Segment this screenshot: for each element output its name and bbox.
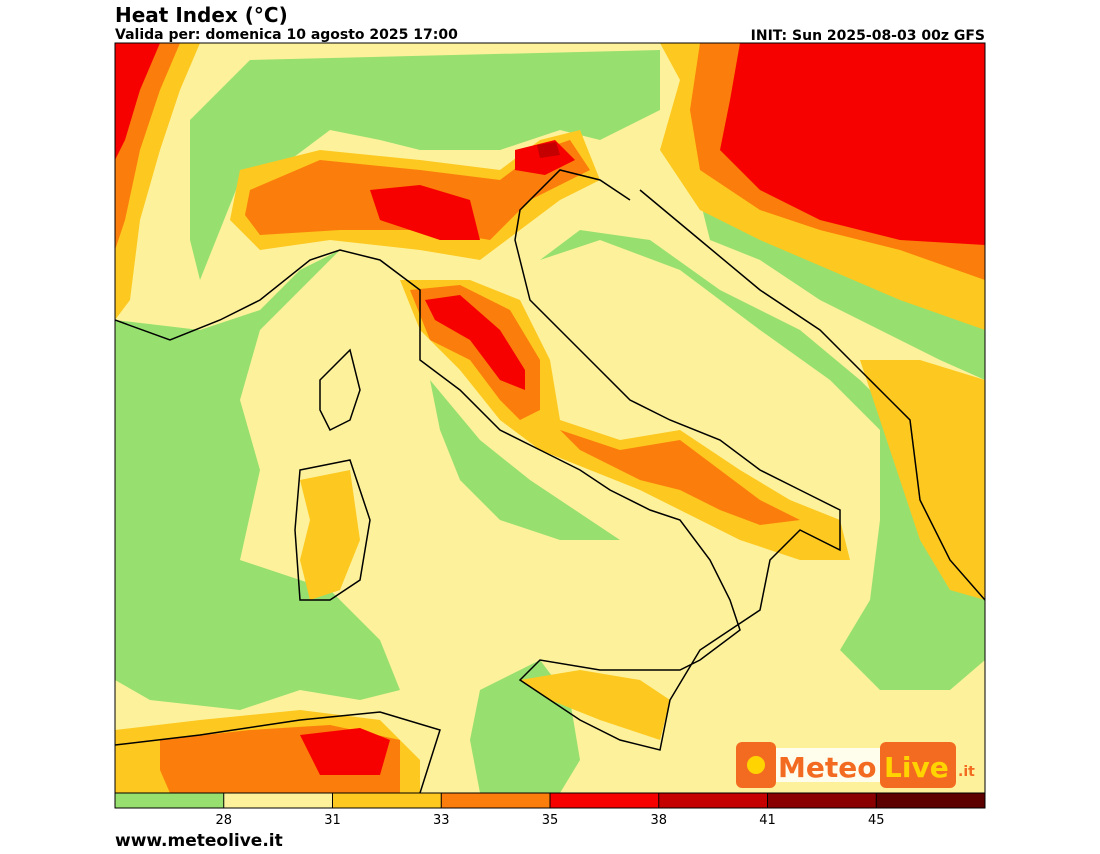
colorbar-segment [767, 793, 877, 808]
init-info: INIT: Sun 2025-08-03 00z GFS [751, 28, 985, 44]
colorbar-segment [876, 793, 985, 808]
colorbar-tick-label: 41 [759, 813, 776, 828]
logo-brand2: Live [884, 751, 949, 784]
logo-brand1: Meteo [778, 751, 876, 784]
subtitle: Valida per: domenica 10 agosto 2025 17:0… [115, 27, 458, 43]
colorbar: 28 31 33 35 38 41 45 [114, 792, 986, 828]
map [114, 42, 986, 794]
colorbar-segment [658, 793, 768, 808]
logo: Meteo Live .it [736, 742, 975, 788]
colorbar-segment [223, 793, 333, 808]
colorbar-tick-label: 33 [433, 813, 450, 828]
colorbar-tick-label: 38 [650, 813, 667, 828]
colorbar-tick-label: 35 [542, 813, 559, 828]
colorbar-segment [332, 793, 442, 808]
logo-suffix: .it [958, 764, 975, 780]
title: Heat Index (°C) [115, 3, 288, 27]
colorbar-segment [115, 793, 224, 808]
colorbar-segment [550, 793, 659, 808]
colorbar-tick-label: 45 [868, 813, 885, 828]
colorbar-tick-label: 31 [324, 813, 341, 828]
colorbar-segment [441, 793, 550, 808]
website: www.meteolive.it [115, 831, 283, 850]
colorbar-tick-label: 28 [215, 813, 232, 828]
